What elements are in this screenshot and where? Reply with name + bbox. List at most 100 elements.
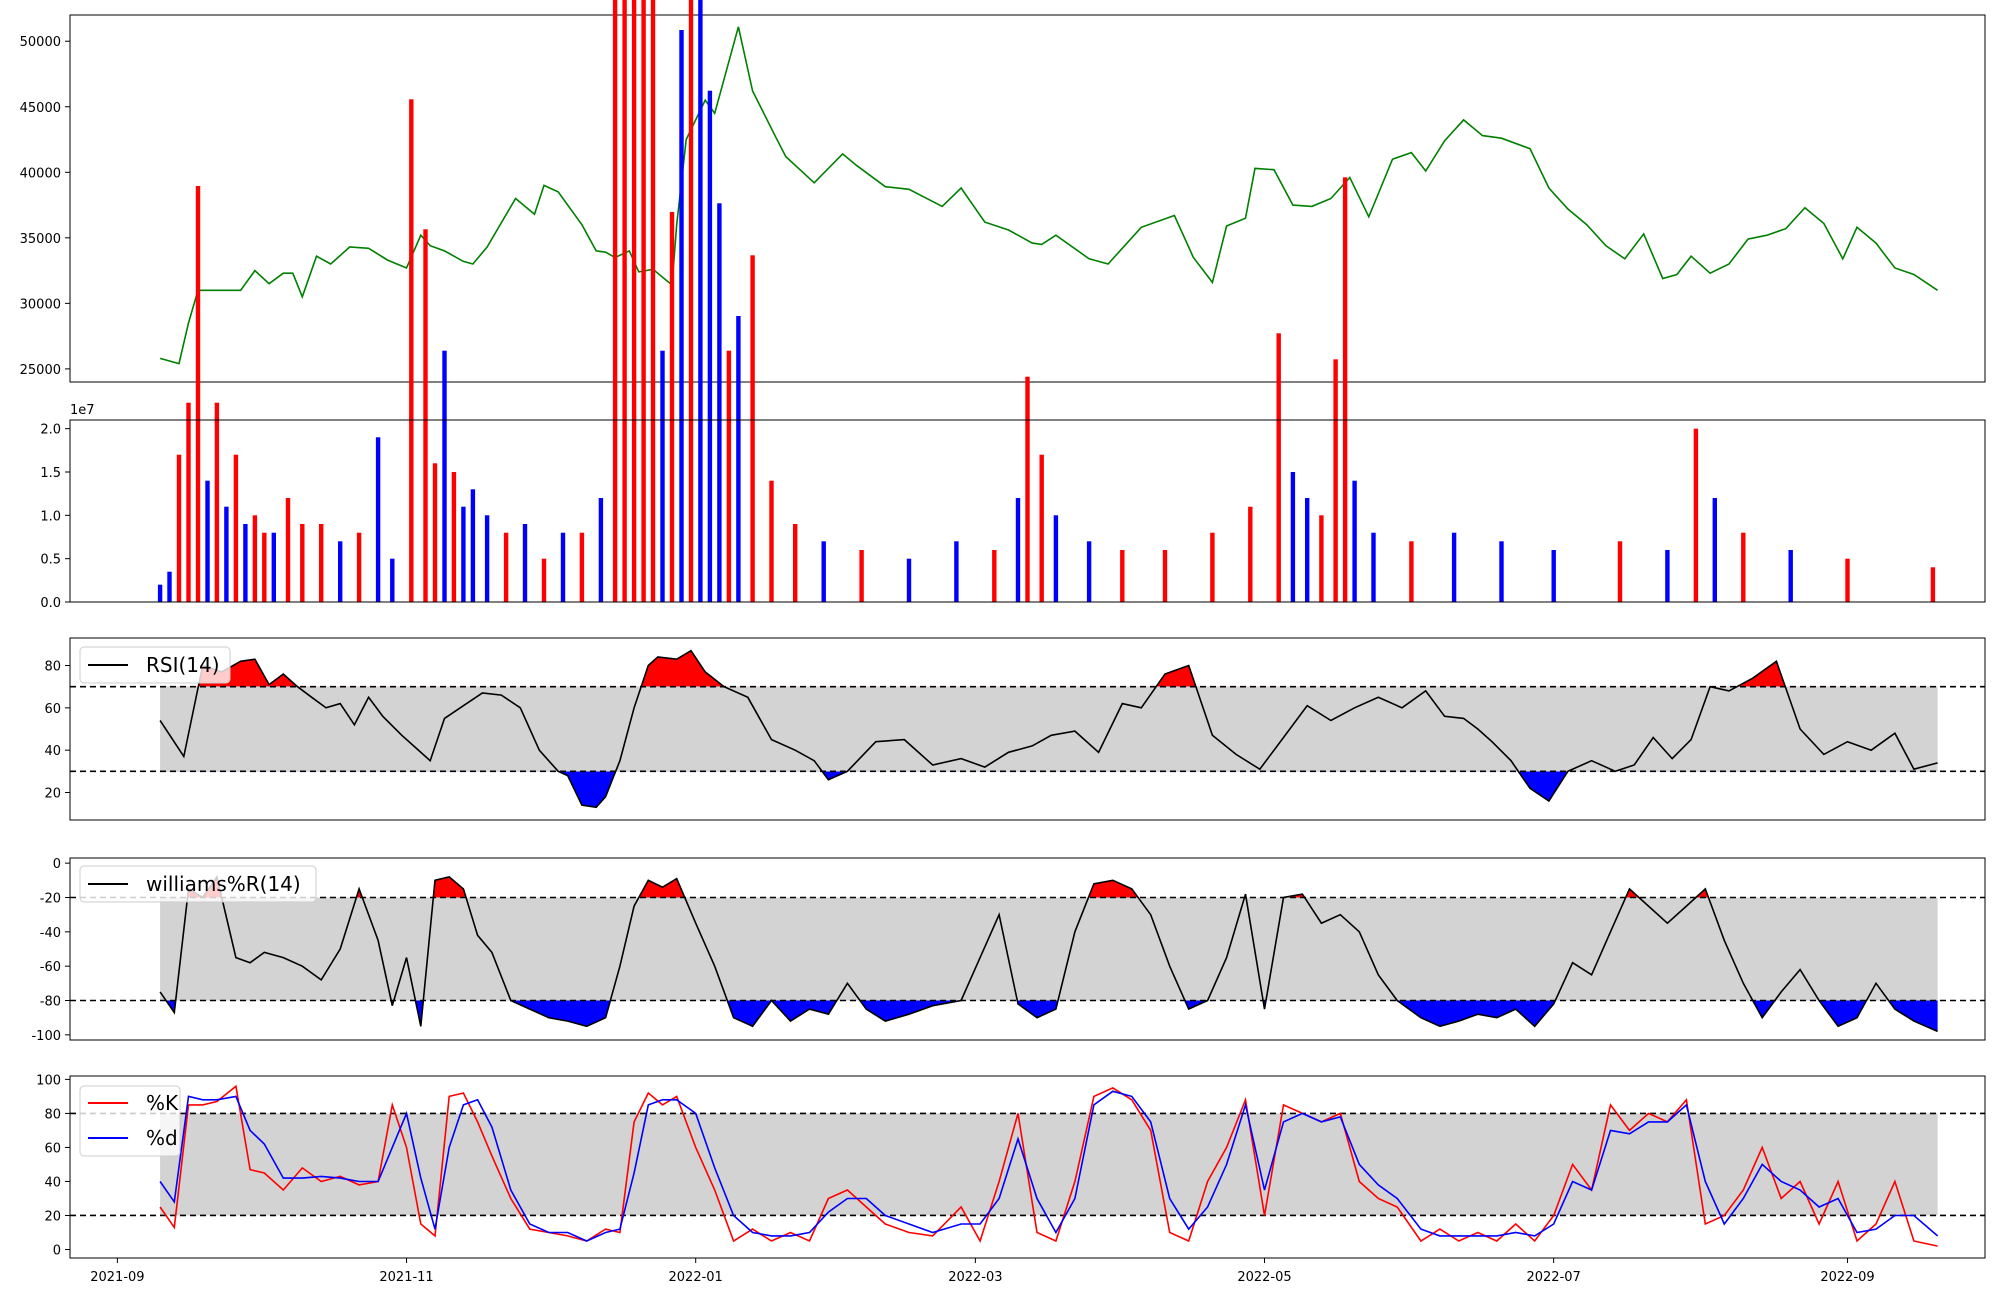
volume-bar — [679, 30, 684, 602]
rsi-legend: RSI(14) — [79, 646, 231, 684]
stochastic-fills — [70, 1112, 1985, 1217]
volume-bar — [1551, 550, 1556, 602]
price-line — [159, 26, 1939, 365]
volume-bar — [390, 558, 395, 602]
volume-bar — [1248, 506, 1253, 602]
volume-bar — [375, 437, 381, 602]
stochastic-series — [159, 1084, 1939, 1247]
stochastic-y-tick-label: 100 — [36, 1073, 61, 1088]
volume-bar — [186, 402, 191, 602]
volume-bar — [1086, 541, 1092, 602]
x-tick-label: 2022-07 — [1526, 1270, 1580, 1285]
volume-bar — [707, 90, 713, 602]
x-tick-label: 2022-09 — [1820, 1270, 1874, 1285]
volume-bar — [285, 498, 291, 602]
williams-y-tick-label: 0 — [53, 857, 61, 872]
volume-bar — [859, 550, 864, 602]
volume-bar — [1665, 550, 1670, 602]
stochastic-legend: %K %d — [79, 1085, 181, 1157]
volume-bars — [157, 0, 1936, 603]
volume-bar — [1210, 532, 1215, 602]
volume-bar — [541, 558, 547, 602]
rsi-legend-label: RSI(14) — [146, 653, 220, 677]
volume-bar — [669, 212, 675, 602]
volume-bar — [750, 255, 755, 603]
volume-bar — [1741, 532, 1746, 602]
volume-bar — [560, 532, 566, 602]
rsi-y-tick-label: 60 — [44, 702, 61, 717]
volume-bar — [1845, 558, 1850, 602]
volume-bar — [954, 541, 959, 602]
williams-fills — [70, 876, 1985, 1032]
volume-bar — [319, 524, 324, 602]
volume-bar — [461, 506, 466, 602]
price-y-tick-label: 25000 — [20, 363, 61, 378]
stochastic-k-line — [159, 1084, 1938, 1247]
volume-bar — [579, 532, 585, 602]
x-tick-label: 2022-05 — [1237, 1270, 1291, 1285]
stochastic-frame — [69, 1075, 1986, 1259]
rsi-y-tick-label: 40 — [44, 744, 61, 759]
volume-bar — [1319, 515, 1324, 602]
volume-bar — [224, 506, 229, 602]
volume-bar — [167, 571, 172, 602]
volume-bar — [271, 532, 276, 602]
stochastic-legend-d-label: %d — [146, 1126, 178, 1150]
stochastic-y-ticks: 0 20 40 60 80 100 — [36, 1073, 70, 1258]
volume-bar — [622, 0, 627, 602]
volume-bar — [821, 541, 826, 602]
williams-legend-label: williams%R(14) — [146, 872, 301, 896]
stochastic-panel: 0 20 40 60 80 100 %K %d — [36, 1073, 1986, 1259]
volume-bar — [631, 0, 637, 603]
price-y-tick-label: 30000 — [20, 297, 61, 312]
volume-bar — [1451, 532, 1457, 602]
volume-bar — [262, 532, 267, 602]
volume-bar — [793, 524, 798, 602]
volume-bar — [598, 498, 604, 602]
stochastic-y-tick-label: 60 — [44, 1141, 61, 1156]
rsi-overbought-fill — [160, 650, 1938, 687]
volume-bar — [688, 0, 694, 603]
volume-bar — [233, 454, 239, 602]
volume-bar — [1342, 177, 1348, 603]
stochastic-band — [160, 1113, 1938, 1216]
volume-bar — [1290, 472, 1296, 602]
volume-bar — [409, 99, 414, 603]
stochastic-d-line — [159, 1090, 1939, 1242]
volume-bar — [641, 0, 646, 602]
williams-band — [160, 897, 1938, 1001]
williams-line — [159, 874, 1938, 1033]
williams-oversold-fill — [160, 1000, 1938, 1032]
rsi-line — [159, 649, 1938, 809]
volume-bar — [1788, 550, 1793, 602]
williams-y-tick-label: -80 — [40, 995, 61, 1010]
volume-bar — [442, 350, 447, 602]
rsi-y-tick-label: 20 — [44, 786, 61, 801]
volume-bar — [650, 0, 656, 603]
rsi-band — [160, 686, 1938, 772]
volume-multiplier-label: 1e7 — [70, 403, 95, 418]
volume-bar — [1053, 515, 1059, 602]
stochastic-y-tick-label: 40 — [44, 1175, 61, 1190]
volume-bar — [1371, 532, 1376, 602]
volume-bar — [736, 316, 741, 602]
williams-legend: williams%R(14) — [79, 865, 317, 903]
volume-bar — [205, 480, 210, 602]
volume-y-tick-label: 0.5 — [40, 553, 61, 568]
rsi-oversold-fill — [160, 771, 1938, 808]
volume-panel: 1e7 0.0 0.5 1.0 1.5 2.0 — [40, 0, 1986, 611]
volume-frame — [69, 419, 1986, 603]
volume-bar — [906, 558, 912, 602]
stochastic-y-tick-label: 20 — [44, 1209, 61, 1224]
volume-bar — [1409, 541, 1414, 602]
volume-bar — [1499, 541, 1504, 602]
x-tick-label: 2021-09 — [90, 1270, 144, 1285]
price-y-tick-label: 45000 — [20, 101, 61, 116]
volume-bar — [300, 524, 305, 602]
rsi-panel: 20 40 60 80 RSI(14) — [44, 637, 1986, 821]
price-y-tick-label: 50000 — [20, 35, 61, 50]
rsi-y-tick-label: 80 — [44, 660, 61, 675]
price-y-ticks: 25000 30000 35000 40000 45000 50000 — [20, 35, 70, 378]
